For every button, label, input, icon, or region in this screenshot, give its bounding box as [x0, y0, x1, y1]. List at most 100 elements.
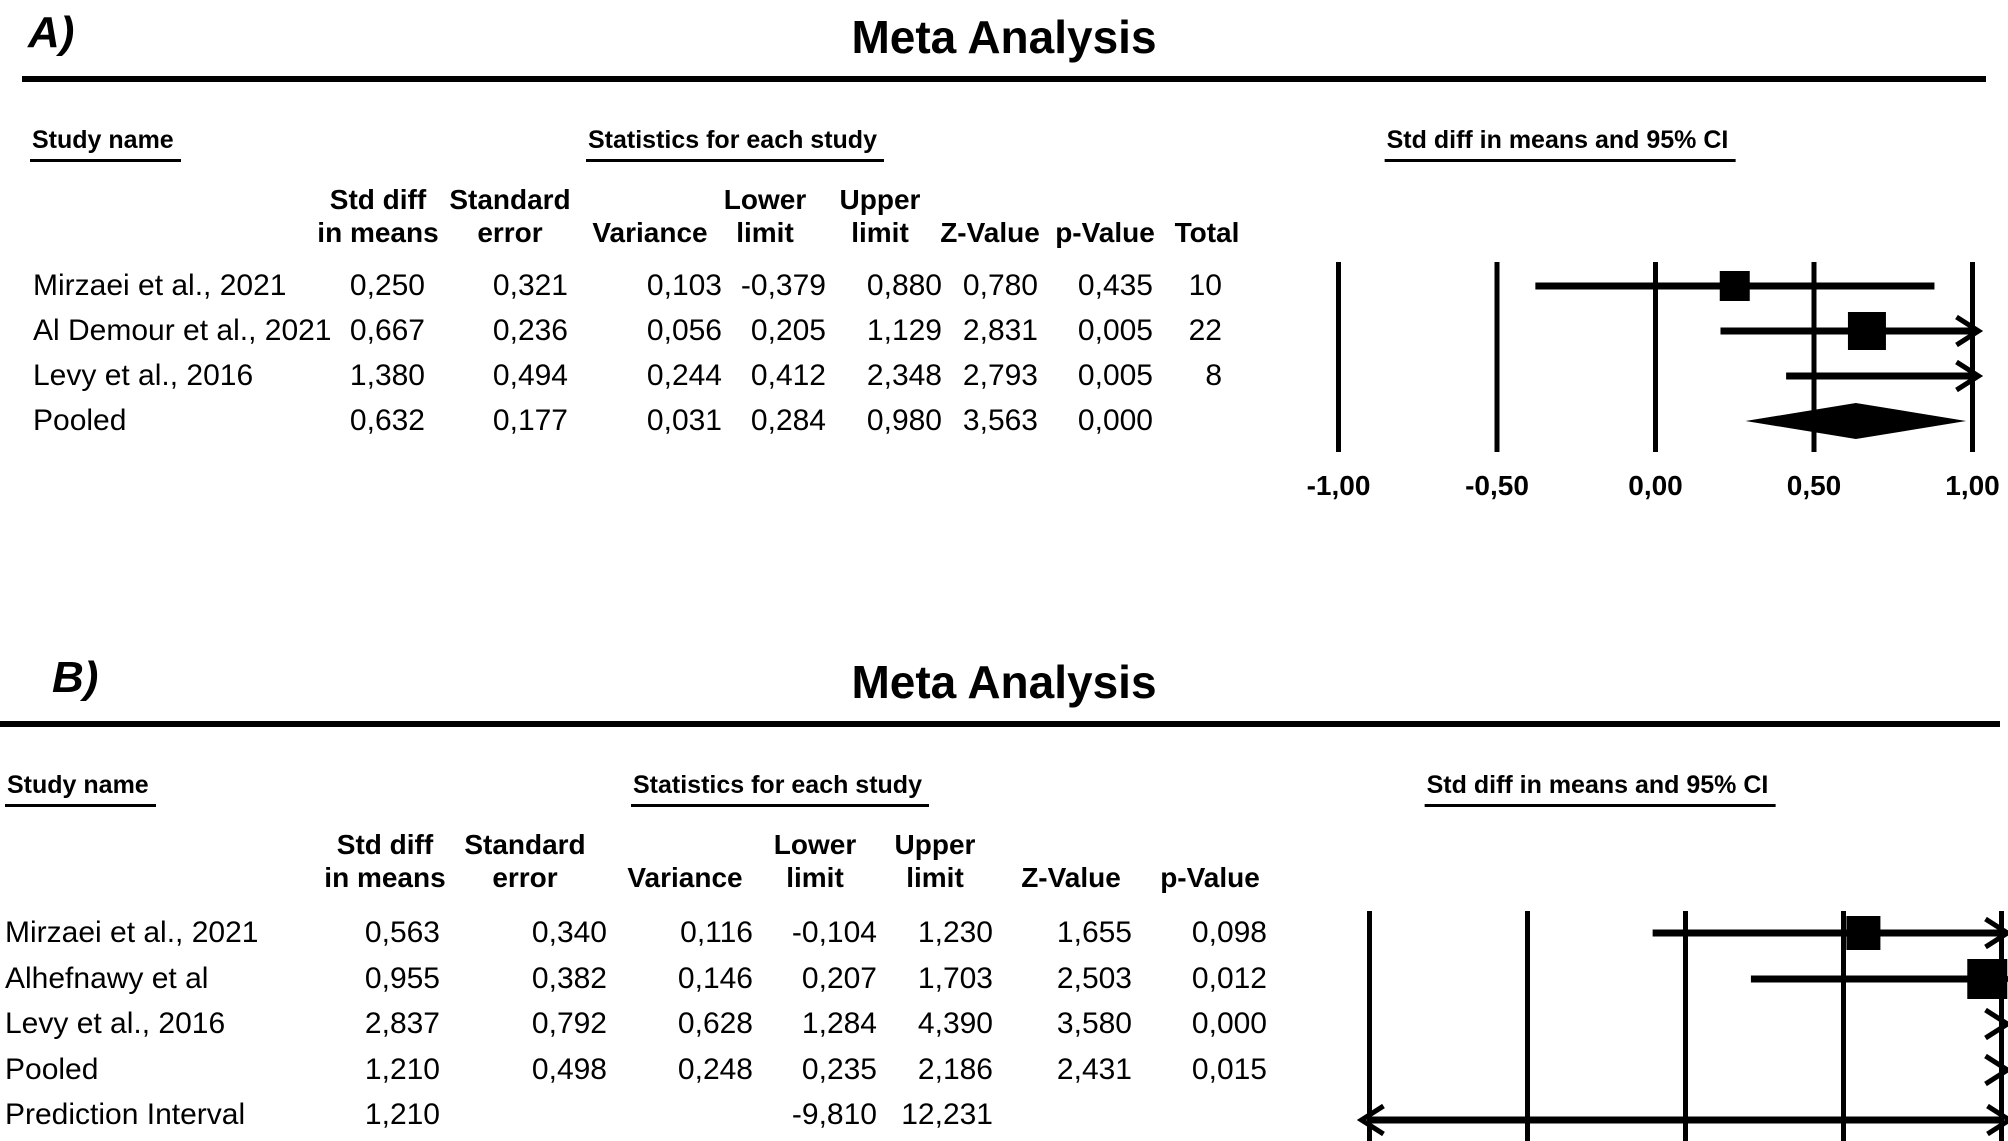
column-header-std_diff_in_means-line1: Std diff	[329, 184, 427, 215]
cell-variance: 0,146	[677, 962, 753, 995]
cell-std_diff_in_means: 0,955	[364, 962, 440, 995]
cell-p_value: 0,098	[1191, 916, 1267, 949]
cell-p_value	[1092, 1098, 1267, 1132]
column-header-standard_error-line2: error	[492, 862, 558, 893]
cell-upper_limit: 1,230	[917, 916, 993, 949]
axis-tick-label: 0,50	[1786, 470, 1842, 501]
prediction-left-arrow	[1356, 1103, 1385, 1137]
cell-variance: 0,103	[646, 269, 722, 302]
column-header-variance-line2: Variance	[627, 862, 743, 893]
axis-tick-label: -1,00	[1306, 470, 1371, 501]
study-name: Levy et al., 2016	[5, 1007, 226, 1040]
cell-lower_limit: 1,284	[801, 1007, 877, 1040]
cell-z_value: 2,503	[1056, 962, 1132, 995]
cell-variance: 0,248	[677, 1053, 753, 1086]
cell-z_value: 2,431	[1056, 1053, 1132, 1086]
cell-std_diff_in_means: 0,563	[364, 916, 440, 949]
column-header-p_value-line2: p-Value	[1160, 862, 1260, 893]
axis-tick-label: 0,00	[1628, 470, 1683, 501]
cell-variance: 0,244	[646, 359, 722, 392]
cell-variance: 0,056	[646, 314, 722, 347]
cell-std_diff_in_means: 0,250	[349, 269, 425, 302]
cell-upper_limit: 0,980	[866, 404, 942, 437]
column-header-upper_limit-line2: limit	[906, 862, 964, 893]
column-header-upper_limit-line2: limit	[851, 217, 909, 248]
point-estimate-square	[1847, 312, 1886, 350]
study-name: Pooled	[33, 404, 127, 437]
study-name: Mirzaei et al., 2021	[33, 269, 287, 302]
cell-std_diff_in_means: 1,380	[349, 359, 425, 392]
cell-z_value: 2,831	[962, 314, 1038, 347]
panel-b-ci-plot-header: Std diff in means and 95% CI	[1424, 771, 1776, 807]
cell-z_value: 3,563	[962, 404, 1038, 437]
cell-p_value: 0,015	[1191, 1053, 1267, 1086]
cell-p_value: 0,000	[1077, 404, 1153, 437]
cell-lower_limit: -0,379	[740, 269, 826, 302]
cell-variance: 0,031	[646, 404, 722, 437]
panel-a-ci-plot-header: Std diff in means and 95% CI	[1384, 126, 1736, 162]
cell-total	[1047, 404, 1222, 438]
point-estimate-square	[1967, 959, 2008, 999]
panel-b-title-rule	[0, 721, 2000, 727]
cell-upper_limit: 0,880	[866, 269, 942, 302]
column-header-lower_limit-line2: limit	[786, 862, 844, 893]
column-header-upper_limit-line1: Upper	[894, 829, 976, 860]
ci-right-arrow	[1984, 1007, 2008, 1041]
panel-a-label: A)	[28, 8, 75, 57]
panel-b-statistics-group-header: Statistics for each study	[631, 771, 929, 807]
pooled-diamond	[1745, 403, 1967, 439]
cell-standard_error: 0,321	[492, 269, 568, 302]
cell-standard_error: 0,498	[531, 1053, 607, 1086]
cell-z_value: 0,780	[962, 269, 1038, 302]
column-header-standard_error-line1: Standard	[464, 829, 586, 860]
column-header-upper_limit-line1: Upper	[839, 184, 921, 215]
panel-b-study-name-header: Study name	[5, 771, 156, 807]
cell-std_diff_in_means: 0,667	[349, 314, 425, 347]
prediction-right-arrow	[1986, 1103, 2008, 1137]
point-estimate-square	[1719, 271, 1750, 301]
cell-standard_error: 0,382	[531, 962, 607, 995]
ci-right-arrow	[1984, 916, 2008, 950]
cell-std_diff_in_means: 0,632	[349, 404, 425, 437]
panel-a-title: Meta Analysis	[851, 11, 1157, 63]
cell-lower_limit: -9,810	[791, 1098, 877, 1131]
cell-lower_limit: 0,284	[750, 404, 826, 437]
column-header-lower_limit-line1: Lower	[773, 829, 857, 860]
panel-b-title: Meta Analysis	[851, 656, 1157, 708]
column-header-lower_limit-line1: Lower	[723, 184, 807, 215]
column-header-standard_error-line1: Standard	[449, 184, 571, 215]
axis-tick-label: 1,00	[1945, 470, 2000, 501]
cell-lower_limit: 0,205	[750, 314, 826, 347]
axis-tick-label: -0,50	[1465, 470, 1529, 501]
cell-lower_limit: 0,412	[750, 359, 826, 392]
cell-std_diff_in_means: 2,837	[364, 1007, 440, 1040]
cell-lower_limit: 0,207	[801, 962, 877, 995]
cell-z_value: 3,580	[1056, 1007, 1132, 1040]
cell-upper_limit: 2,186	[917, 1053, 993, 1086]
cell-p_value: 0,435	[1077, 269, 1153, 302]
cell-total: 8	[1205, 359, 1222, 392]
column-header-std_diff_in_means-line1: Std diff	[336, 829, 434, 860]
cell-std_diff_in_means: 1,210	[364, 1053, 440, 1086]
ci-right-arrow	[1955, 314, 1984, 348]
study-name: Al Demour et al., 2021	[33, 314, 332, 347]
offscale-right-arrow	[1984, 1053, 2008, 1087]
cell-p_value: 0,005	[1077, 314, 1153, 347]
panel-a-statistics-group-header: Statistics for each study	[586, 126, 884, 162]
column-header-lower_limit-line2: limit	[736, 217, 794, 248]
study-name: Alhefnawy et al	[5, 962, 209, 995]
cell-lower_limit: 0,235	[801, 1053, 877, 1086]
cell-standard_error: 0,792	[531, 1007, 607, 1040]
cell-lower_limit: -0,104	[791, 916, 877, 949]
study-name: Mirzaei et al., 2021	[5, 916, 259, 949]
point-estimate-square	[1846, 916, 1881, 950]
cell-variance: 0,628	[677, 1007, 753, 1040]
cell-p_value: 0,000	[1191, 1007, 1267, 1040]
cell-upper_limit: 2,348	[866, 359, 942, 392]
cell-upper_limit: 1,129	[866, 314, 942, 347]
cell-p_value: 0,012	[1191, 962, 1267, 995]
column-header-std_diff_in_means-line2: in means	[324, 862, 446, 893]
column-header-standard_error-line2: error	[477, 217, 543, 248]
cell-upper_limit: 12,231	[901, 1098, 993, 1131]
